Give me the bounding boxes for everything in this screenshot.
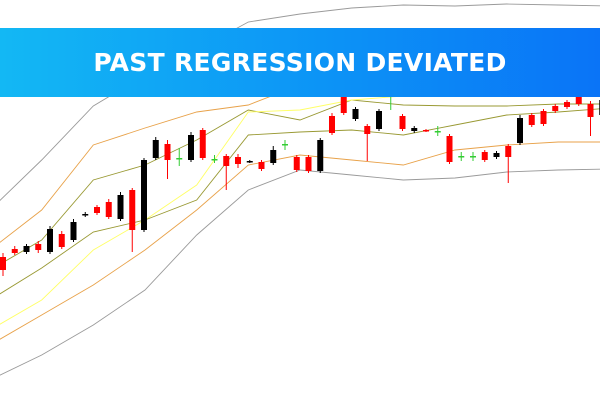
candle-body: [282, 144, 288, 146]
candle-body: [246, 161, 253, 163]
candle-body: [505, 146, 512, 157]
candle-body: [528, 115, 535, 125]
band-outer-upper: [0, 3, 600, 201]
candle-body: [317, 140, 324, 171]
candle-body: [129, 190, 136, 230]
candle-body: [352, 109, 359, 119]
candle-body: [211, 159, 218, 161]
candle-body: [258, 162, 265, 169]
candle-body: [564, 102, 570, 107]
candle-body: [376, 111, 382, 129]
candle-body: [47, 229, 53, 252]
candle-body: [340, 96, 347, 113]
title-banner: PAST REGRESSION DEVIATED: [0, 28, 600, 97]
candle-body: [11, 249, 18, 253]
candle-body: [434, 131, 441, 133]
band-mid-lower: [0, 141, 600, 340]
candle-body: [270, 150, 277, 163]
price-candles: [0, 92, 600, 276]
candle-body: [423, 130, 429, 132]
candle-body: [540, 111, 547, 124]
candle-body: [188, 135, 194, 160]
candle-body: [94, 207, 100, 213]
candle-body: [105, 202, 112, 217]
candle-body: [223, 156, 230, 166]
candle-body: [517, 118, 523, 143]
candle-body: [305, 157, 312, 171]
candle-body: [493, 153, 500, 157]
candle-body: [58, 234, 65, 247]
candle-body: [364, 126, 371, 134]
candle-body: [82, 214, 89, 216]
candle-body: [411, 128, 418, 131]
candle-body: [587, 104, 594, 117]
candle-body: [141, 160, 147, 230]
candle-body: [329, 116, 335, 133]
candle-body: [117, 195, 124, 219]
regression-channel-bands: [0, 3, 600, 376]
band-inner-upper: [0, 99, 600, 265]
candle-body: [470, 156, 476, 158]
candle-body: [164, 144, 171, 160]
candle-body: [446, 136, 453, 162]
candle-body: [23, 246, 30, 252]
candle-body: [552, 106, 559, 111]
band-outer-lower: [0, 168, 600, 376]
candle-body: [481, 152, 488, 160]
banner-title: PAST REGRESSION DEVIATED: [93, 48, 507, 77]
candle-body: [575, 97, 582, 104]
candle-body: [399, 116, 406, 129]
band-inner-lower: [0, 108, 600, 295]
candle-body: [199, 130, 206, 158]
candle-body: [35, 244, 42, 250]
candle-body: [293, 157, 300, 170]
band-mid-upper: [0, 78, 600, 243]
candle-body: [152, 140, 159, 158]
candle-body: [458, 156, 465, 158]
candle-body: [235, 157, 241, 164]
candle-body: [70, 222, 77, 240]
band-regression: [0, 93, 600, 325]
candle-body: [176, 158, 183, 160]
candle-body: [0, 257, 6, 270]
